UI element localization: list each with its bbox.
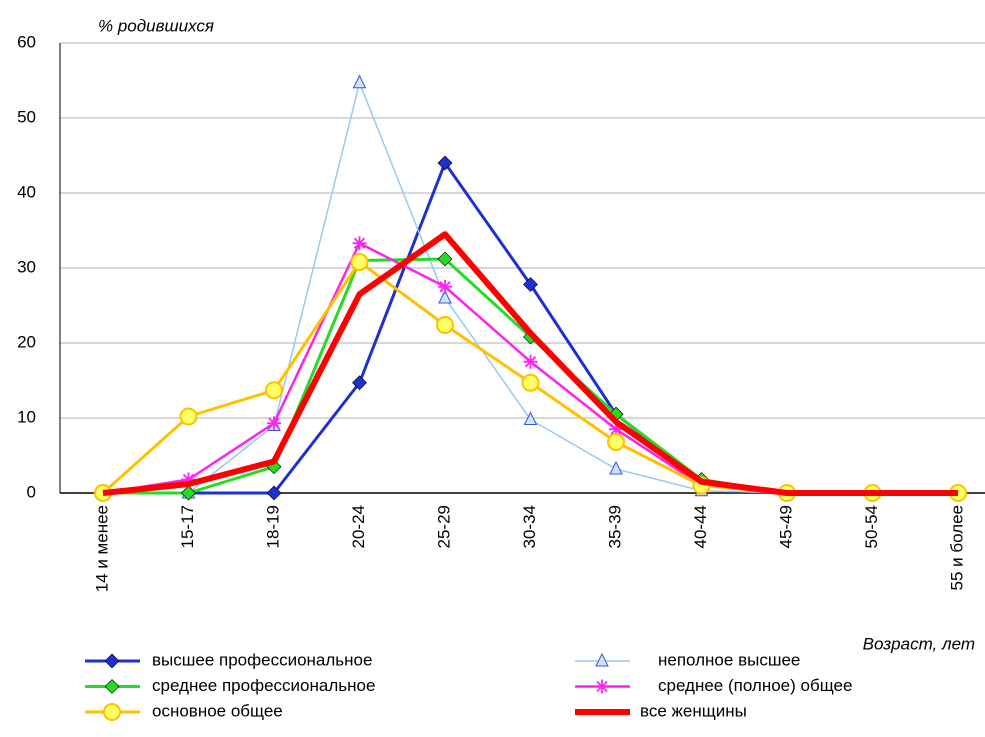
y-tick-label: 40 <box>17 182 36 201</box>
data-point <box>436 316 454 334</box>
data-point <box>607 433 625 451</box>
y-tick-label: 60 <box>17 32 36 51</box>
legend-marker <box>104 679 120 694</box>
data-point <box>352 74 367 89</box>
legend-label: неполное высшее <box>658 650 800 669</box>
data-point <box>437 251 453 267</box>
legend-label: основное общее <box>152 701 283 720</box>
legend-marker <box>103 703 121 721</box>
legend-label: среднее профессиональное <box>152 676 375 695</box>
legend-label: высшее профессиональное <box>152 650 372 669</box>
legend-label: среднее (полное) общее <box>658 676 852 695</box>
legend-item: неполное высшее <box>575 650 800 669</box>
data-point <box>523 354 538 369</box>
x-tick-label: 20-24 <box>349 505 368 548</box>
y-tick-label: 0 <box>27 482 36 501</box>
x-tick-label: 15-17 <box>178 505 197 548</box>
y-axis-title: % родившихся <box>98 16 214 35</box>
data-point <box>181 485 196 501</box>
series-line <box>103 161 958 495</box>
data-point <box>350 253 369 271</box>
legend-label: все женщины <box>640 701 747 720</box>
legend-marker <box>595 652 609 667</box>
x-tick-label: 25-29 <box>434 505 453 548</box>
data-point <box>181 472 196 487</box>
y-tick-label: 10 <box>17 407 36 426</box>
legend-item: все женщины <box>575 701 747 720</box>
legend-item: высшее профессиональное <box>85 650 372 669</box>
data-point <box>609 460 623 475</box>
legend-marker <box>104 653 120 669</box>
data-point <box>267 416 281 431</box>
y-tick-label: 30 <box>17 257 36 276</box>
x-axis-title: Возраст, лет <box>863 634 975 653</box>
x-tick-label: 55 и более <box>947 505 966 591</box>
x-tick-label: 40-44 <box>691 505 710 548</box>
x-tick-label: 30-34 <box>520 505 539 548</box>
data-point <box>179 407 198 426</box>
x-tick-label: 14 и менее <box>92 505 111 592</box>
y-tick-label: 20 <box>17 332 36 351</box>
series-line <box>102 231 958 496</box>
data-point <box>438 289 452 304</box>
data-point <box>352 375 367 391</box>
y-tick-label: 50 <box>17 107 36 126</box>
data-point <box>521 373 540 392</box>
x-tick-label: 18-19 <box>263 505 282 548</box>
legend-item: основное общее <box>85 701 283 721</box>
data-point <box>523 411 538 425</box>
data-point <box>438 279 452 294</box>
data-point <box>609 422 623 437</box>
x-tick-label: 50-54 <box>862 505 881 548</box>
legend-item: среднее профессиональное <box>85 676 375 695</box>
data-point <box>437 155 453 171</box>
data-point <box>265 381 283 400</box>
x-tick-label: 35-39 <box>605 505 624 548</box>
data-point <box>266 485 282 501</box>
legend-marker <box>595 679 609 694</box>
legend-item: среднее (полное) общее <box>575 676 852 695</box>
data-point <box>352 236 367 251</box>
data-point <box>523 277 538 292</box>
x-tick-label: 45-49 <box>776 505 795 548</box>
